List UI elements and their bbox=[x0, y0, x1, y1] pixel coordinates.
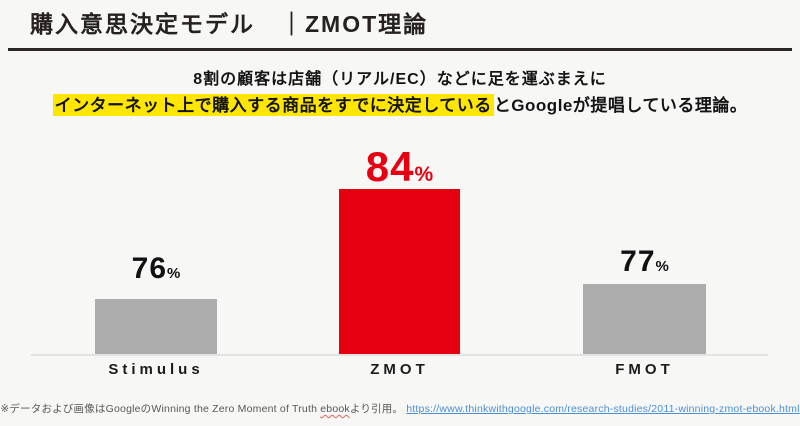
highlighted-text: インターネット上で購入する商品をすでに決定している bbox=[52, 94, 494, 116]
lead-line-1: 8割の顧客は店舗（リアル/EC）などに足を運ぶまえに bbox=[193, 71, 607, 88]
bar-fmot bbox=[583, 284, 706, 355]
bar-stimulus bbox=[95, 299, 217, 355]
footnote-ebook-word: ebook bbox=[320, 403, 350, 415]
bar-zmot bbox=[339, 189, 460, 355]
title-divider bbox=[8, 48, 792, 51]
source-link[interactable]: https://www.thinkwithgoogle.com/research… bbox=[406, 403, 800, 415]
footnote: ※データおよび画像はGoogleのWinning the Zero Moment… bbox=[0, 401, 800, 416]
lead-line-2: インターネット上で購入する商品をすでに決定している とGoogleが提唱している理… bbox=[0, 94, 800, 118]
unit-fmot: % bbox=[655, 258, 669, 275]
chart-baseline bbox=[31, 354, 768, 356]
lead-line-2-rest: とGoogleが提唱している理論。 bbox=[493, 96, 748, 115]
footnote-text-suffix: より引用。 bbox=[349, 403, 404, 415]
category-label-zmot: ZMOT bbox=[370, 361, 429, 378]
category-label-stimulus: Stimulus bbox=[108, 361, 204, 378]
lead-text: 8割の顧客は店舗（リアル/EC）などに足を運ぶまえに インターネット上で購入する… bbox=[0, 68, 800, 118]
value-label-stimulus: 76% bbox=[95, 254, 217, 284]
value-label-fmot: 77% bbox=[583, 247, 706, 277]
footnote-text-prefix: ※データおよび画像はGoogleのWinning the Zero Moment… bbox=[0, 403, 321, 415]
value-fmot: 77 bbox=[620, 245, 656, 278]
value-label-zmot: 84% bbox=[339, 146, 460, 188]
category-label-fmot: FMOT bbox=[615, 361, 674, 378]
unit-stimulus: % bbox=[167, 265, 181, 282]
value-stimulus: 76 bbox=[131, 252, 168, 285]
value-zmot: 84 bbox=[365, 143, 415, 190]
unit-zmot: % bbox=[414, 163, 434, 186]
page-title: 購入意思決定モデル ｜ZMOT理論 bbox=[30, 11, 429, 37]
